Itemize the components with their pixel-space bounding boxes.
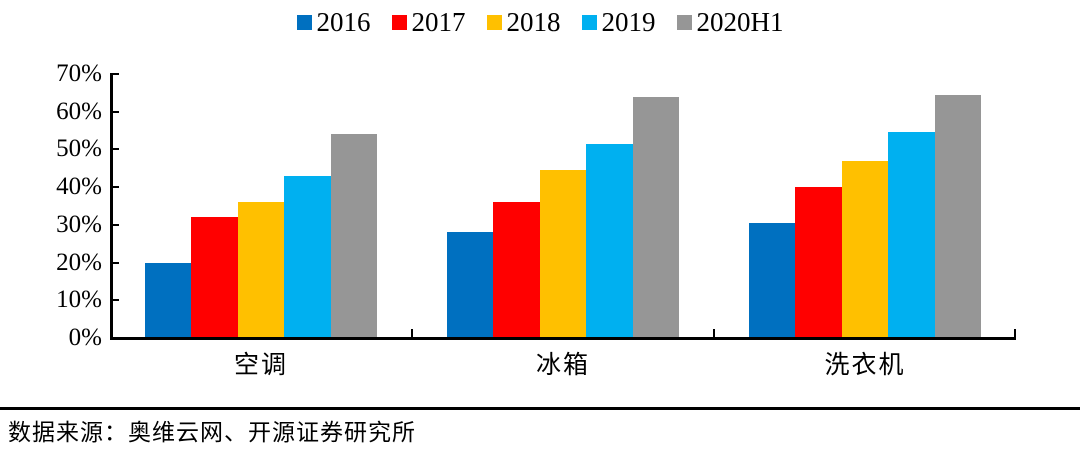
bar-2018-cat1 xyxy=(539,170,587,338)
category-label-1: 冰箱 xyxy=(535,352,590,379)
bar-2019-cat0 xyxy=(284,175,331,338)
legend-swatch-icon xyxy=(581,14,597,30)
bar-2016-cat2 xyxy=(748,222,796,338)
bar-2018-cat0 xyxy=(237,202,285,338)
bar-2019-cat2 xyxy=(888,132,935,338)
legend-item-2019: 2019 xyxy=(581,6,656,38)
source-text: 数据来源：奥维云网、开源证券研究所 xyxy=(8,420,416,445)
y-axis-label: 20% xyxy=(56,248,102,276)
y-axis xyxy=(110,73,113,338)
y-axis-label: 10% xyxy=(56,286,102,314)
y-axis-label: 40% xyxy=(56,173,102,201)
legend-label: 2018 xyxy=(506,7,561,37)
legend-label: 2020H1 xyxy=(696,7,784,37)
x-axis-tick xyxy=(713,329,715,338)
category-label-2: 洗衣机 xyxy=(824,352,906,379)
bar-2017-cat0 xyxy=(191,217,238,338)
legend-swatch-icon xyxy=(676,14,692,30)
separator-line xyxy=(0,407,1080,410)
legend-item-2017: 2017 xyxy=(391,6,466,38)
legend-label: 2019 xyxy=(601,7,656,37)
bar-2016-cat0 xyxy=(144,262,192,338)
x-axis-tick xyxy=(411,329,413,338)
y-axis-label: 50% xyxy=(56,135,102,163)
y-axis-label: 30% xyxy=(56,210,102,238)
legend-item-2018: 2018 xyxy=(486,6,561,38)
y-axis-tick xyxy=(110,110,119,113)
bar-2019-cat1 xyxy=(586,143,633,338)
y-axis-tick xyxy=(110,299,119,302)
legend-item-2020H1: 2020H1 xyxy=(676,6,784,38)
y-axis-label: 0% xyxy=(68,324,102,351)
legend-label: 2016 xyxy=(316,7,371,37)
y-axis-label: 60% xyxy=(56,97,102,125)
plot-area xyxy=(110,73,1016,340)
y-axis-tick xyxy=(110,186,119,189)
bar-2020H1-cat0 xyxy=(330,134,378,338)
bar-2016-cat1 xyxy=(446,232,494,338)
y-axis-tick xyxy=(110,73,119,75)
bar-2020H1-cat1 xyxy=(632,96,680,338)
x-axis xyxy=(110,336,1016,340)
legend: 2016 2017 2018 2019 2020H1 xyxy=(0,6,1080,38)
legend-item-2016: 2016 xyxy=(296,6,371,38)
legend-label: 2017 xyxy=(411,7,466,37)
y-axis-tick xyxy=(110,148,119,151)
bar-2020H1-cat2 xyxy=(934,94,982,338)
y-axis-tick xyxy=(110,261,119,264)
legend-swatch-icon xyxy=(486,14,502,30)
bar-2017-cat1 xyxy=(493,202,540,338)
bar-2018-cat2 xyxy=(841,160,889,338)
bar-2017-cat2 xyxy=(795,187,842,338)
y-axis-tick xyxy=(110,223,119,226)
y-axis-label: 70% xyxy=(56,60,102,87)
x-axis-tick xyxy=(1014,329,1016,338)
category-label-0: 空调 xyxy=(233,352,288,379)
legend-swatch-icon xyxy=(391,14,407,30)
legend-swatch-icon xyxy=(296,14,312,30)
